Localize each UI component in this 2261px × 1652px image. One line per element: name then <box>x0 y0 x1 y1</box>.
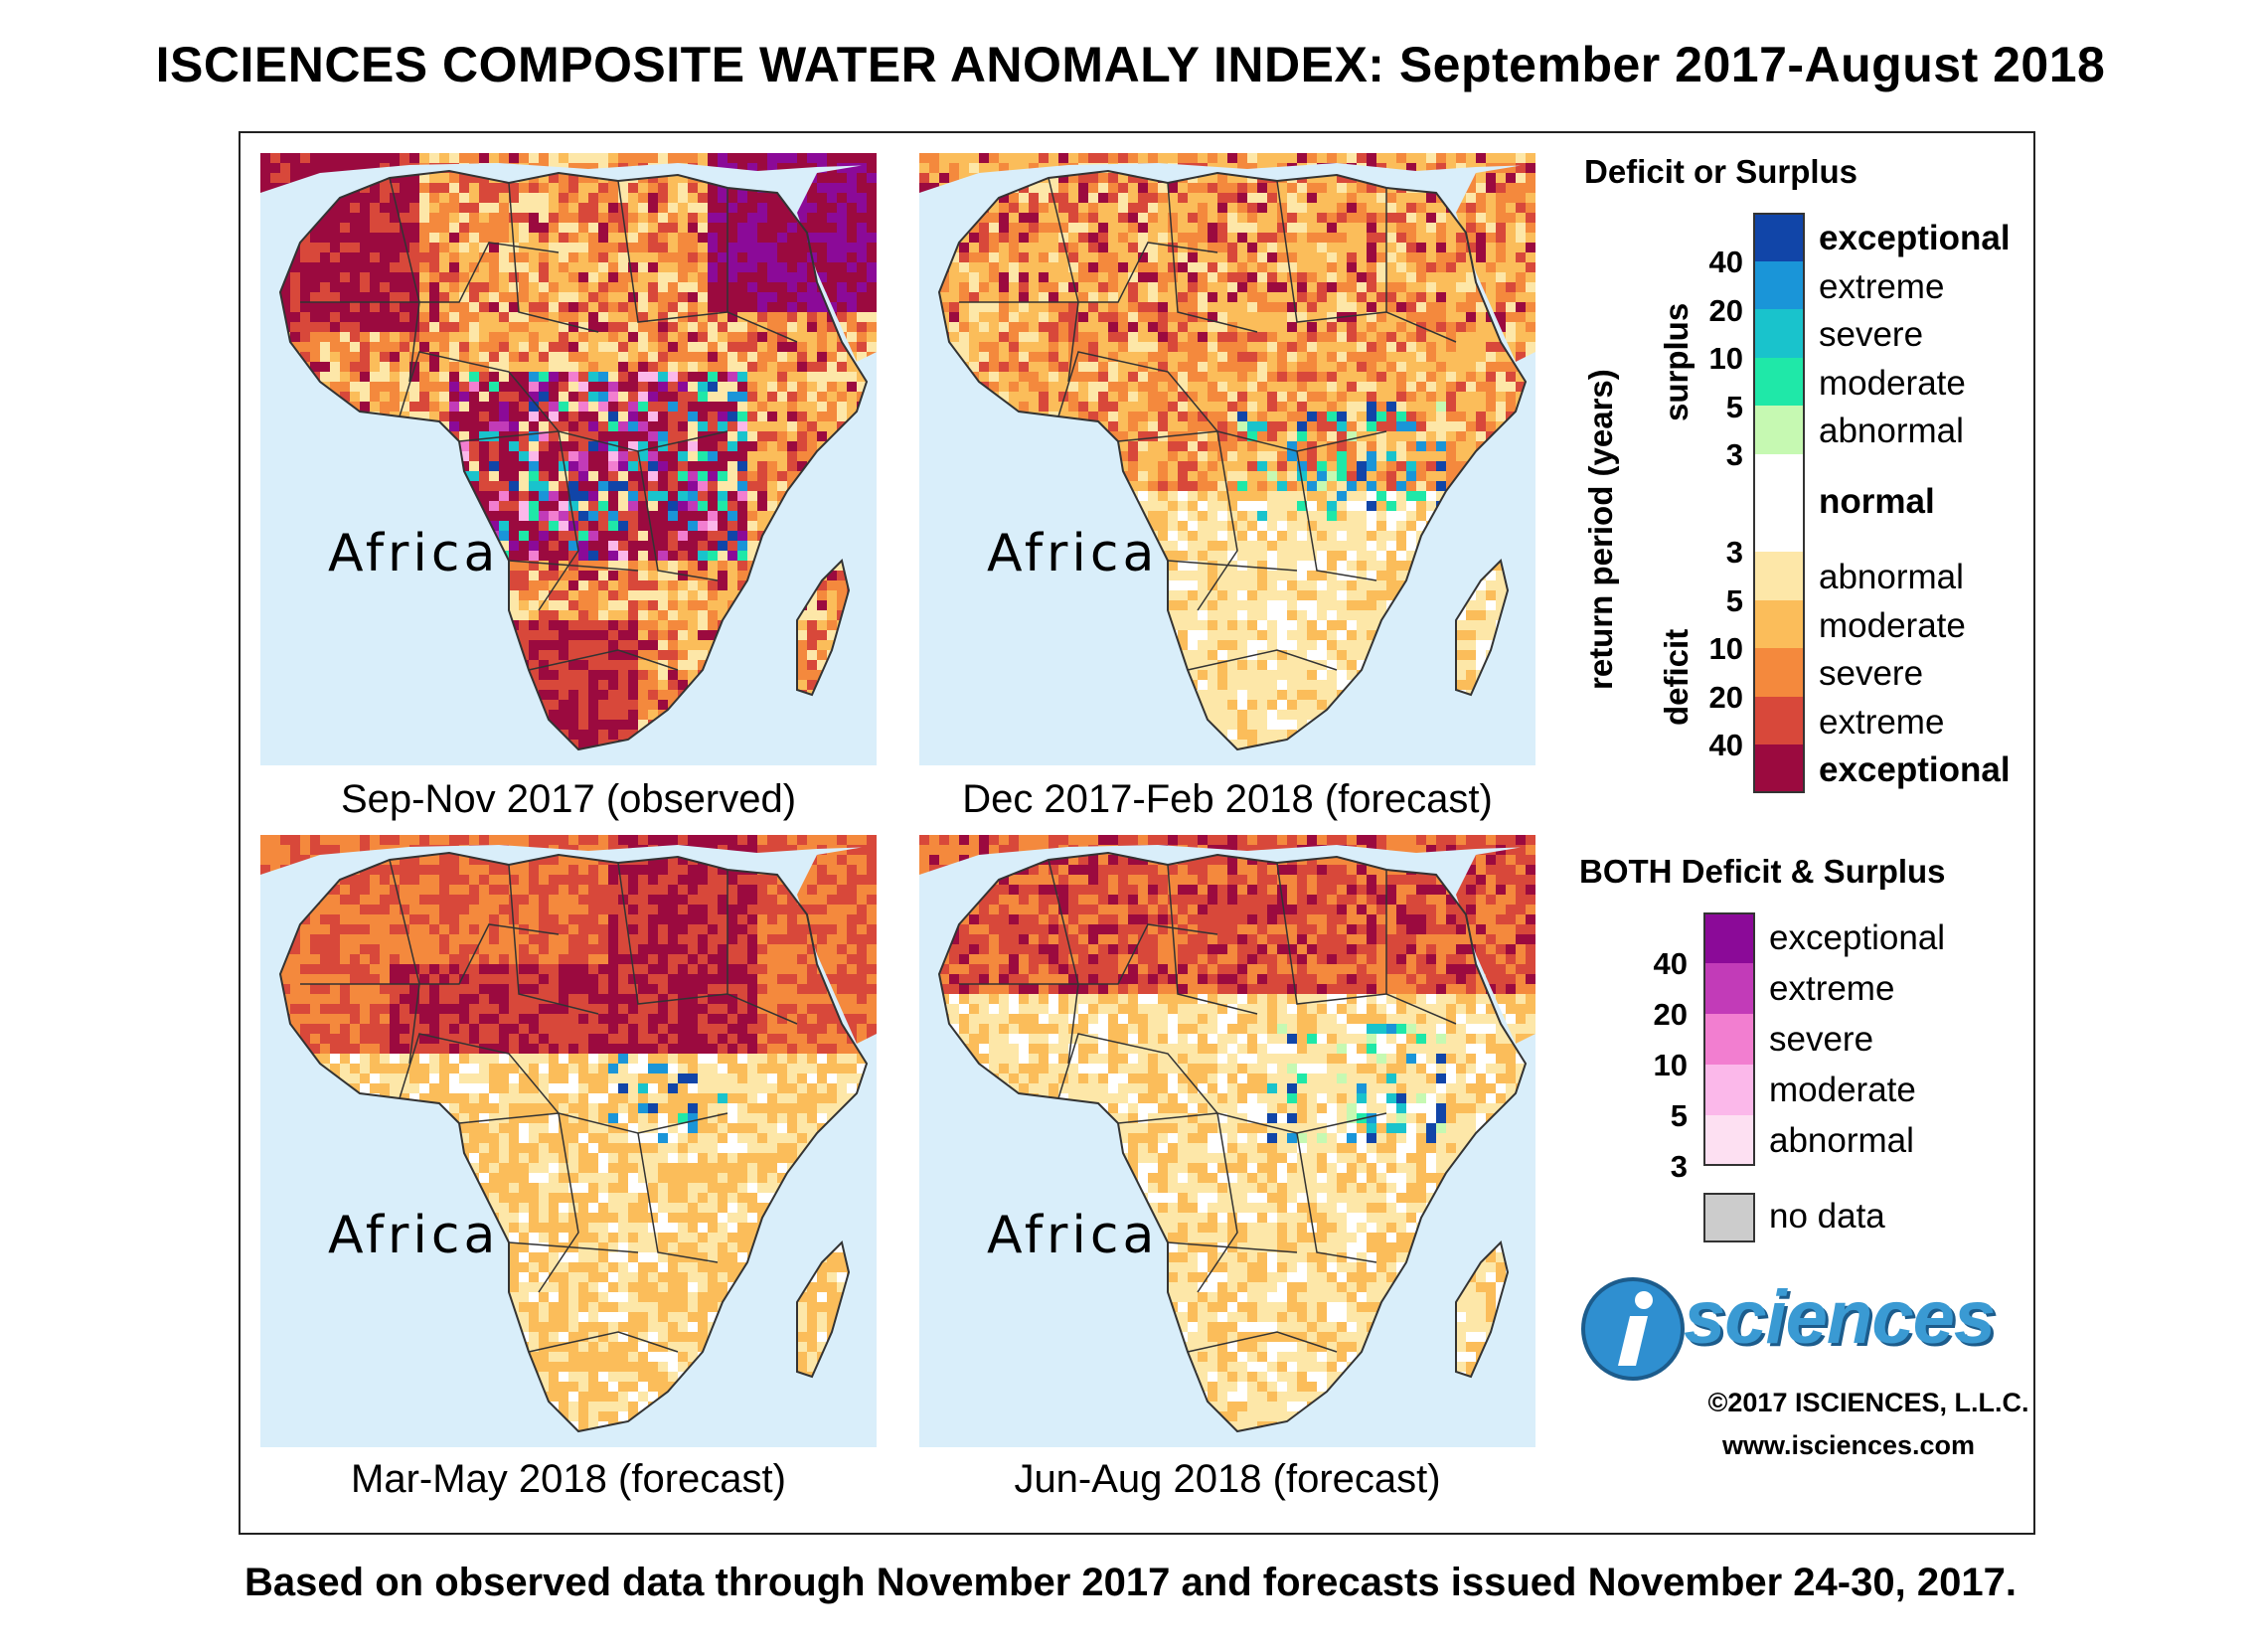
legend-surplus-tick: 3 <box>1725 437 1743 473</box>
legend-deficit-label: extreme <box>1819 702 1945 742</box>
africa-map: Africa <box>260 153 877 765</box>
legend-deficit-swatch <box>1753 648 1805 698</box>
legend-nodata-label: no data <box>1769 1197 1885 1236</box>
isciences-logo-icon <box>1581 1277 1685 1381</box>
website-link[interactable]: www.isciences.com <box>1721 1430 1976 1460</box>
legend-both-label: exceptional <box>1769 918 1946 957</box>
legend-surplus-swatch <box>1753 357 1805 407</box>
legend-both-tick: 20 <box>1653 997 1688 1032</box>
copyright-text: ©2017 ISCIENCES, L.L.C. <box>1707 1388 2029 1417</box>
legend-both-tick: 5 <box>1670 1098 1688 1133</box>
legend-both-swatch <box>1703 963 1755 1014</box>
legend-heading: Deficit or Surplus <box>1584 153 1858 190</box>
legend-both-swatch <box>1703 1065 1755 1115</box>
legend-deficit-label: abnormal <box>1819 558 1964 596</box>
legend-both-heading: BOTH Deficit & Surplus <box>1579 853 1946 890</box>
legend-surplus-swatch <box>1753 309 1805 359</box>
legend-deficit-tick: 20 <box>1708 679 1743 715</box>
legend-surplus-label: exceptional <box>1819 219 2011 257</box>
legend-surplus-tick: 20 <box>1708 292 1743 328</box>
legend-both-tick: 3 <box>1670 1149 1688 1184</box>
africa-map: Africa <box>260 835 877 1447</box>
legend-deficit-label: moderate <box>1819 605 1966 645</box>
legend-nodata-swatch <box>1703 1193 1755 1242</box>
legend-surplus-tick: 10 <box>1708 341 1743 377</box>
africa-map: Africa <box>919 835 1535 1447</box>
legend-deficit-tick: 5 <box>1725 582 1743 618</box>
legend-both-tick: 40 <box>1653 946 1688 981</box>
panel-caption: Sep-Nov 2017 (observed) <box>340 777 797 821</box>
legend-deficit-tick: 10 <box>1708 631 1743 667</box>
legend-surplus-tick: 40 <box>1708 245 1743 279</box>
map-panel-dec-feb-2018: Africa <box>919 153 1535 765</box>
legend-deficit-swatch <box>1753 552 1805 600</box>
legend-deficit-tick: 3 <box>1725 535 1743 570</box>
legend-surplus-swatch <box>1753 260 1805 310</box>
legend-both-label: moderate <box>1769 1071 1916 1109</box>
map-region-label: Africa <box>328 1206 499 1265</box>
legend-surplus-swatch <box>1753 406 1805 455</box>
footer-note: Based on observed data through November … <box>244 1561 2017 1604</box>
legend-both-tick: 10 <box>1653 1048 1688 1082</box>
map-panel-jun-aug-2018: Africa <box>919 835 1535 1447</box>
legend-deficit-label: exceptional <box>1819 750 2011 790</box>
legend-both-swatch <box>1703 912 1755 963</box>
legend-normal-label: normal <box>1819 482 1935 521</box>
legend-both-label: severe <box>1769 1020 1874 1059</box>
map-panel-sep-nov-2017: Africa <box>260 153 877 765</box>
map-region-label: Africa <box>987 524 1158 583</box>
legend-deficit-label: severe <box>1819 654 1924 694</box>
legend-both-swatch <box>1703 1115 1755 1166</box>
legend-surplus-label: abnormal <box>1819 412 1964 451</box>
panel-caption: Mar-May 2018 (forecast) <box>351 1457 786 1501</box>
legend-surplus-swatch <box>1753 213 1805 261</box>
legend-deficit-swatch <box>1753 599 1805 649</box>
legend-deficit-swatch <box>1753 696 1805 745</box>
map-panel-mar-may-2018: Africa <box>260 835 877 1447</box>
legend-normal-swatch <box>1753 454 1805 552</box>
figure-frame: Africa Africa Africa Africa Sep-Nov 2017… <box>239 131 2035 1535</box>
map-region-label: Africa <box>987 1206 1158 1265</box>
map-region-label: Africa <box>328 524 499 583</box>
legend-both-label: abnormal <box>1769 1121 1914 1160</box>
panel-caption: Jun-Aug 2018 (forecast) <box>1014 1457 1441 1501</box>
legend-axis-label: return period (years) <box>1582 369 1619 690</box>
page-title: ISCIENCES COMPOSITE WATER ANOMALY INDEX:… <box>155 37 2106 92</box>
legend-both-swatch <box>1703 1014 1755 1065</box>
legend-surplus-tick: 5 <box>1725 389 1743 424</box>
legend-both-label: extreme <box>1769 969 1895 1008</box>
africa-map: Africa <box>919 153 1535 765</box>
legend-surplus-label: severe <box>1819 315 1924 355</box>
panel-caption: Dec 2017-Feb 2018 (forecast) <box>962 777 1493 821</box>
legend-surplus-label: extreme <box>1819 266 1945 306</box>
legend-surplus-label: moderate <box>1819 363 1966 403</box>
legend-deficit-swatch <box>1753 744 1805 794</box>
legend-deficit-tick: 40 <box>1708 728 1743 763</box>
isciences-logo-text: sciences <box>1684 1275 1996 1360</box>
